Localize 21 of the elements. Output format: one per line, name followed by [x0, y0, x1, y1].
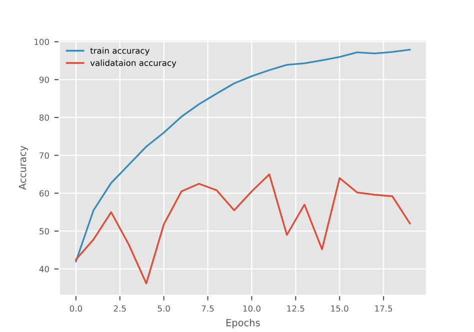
y-tick-label: 40: [39, 266, 49, 272]
line-series: [75, 48, 411, 262]
y-axis-title: Accuracy: [18, 146, 28, 190]
legend-label: validataion accuracy: [90, 60, 176, 68]
y-tick-label: 70: [40, 152, 49, 159]
x-tick-label: 5.0: [158, 305, 170, 312]
y-tick-label: 60: [40, 190, 49, 197]
line-series: [75, 173, 411, 284]
y-tick-label: 100: [34, 38, 49, 46]
y-tick-label: 50: [40, 228, 49, 234]
x-tick-label: 10.0: [243, 305, 260, 312]
x-axis-title: Epochs: [226, 318, 260, 328]
x-tick-label: 0.0: [70, 305, 82, 312]
legend-label: train accuracy: [90, 47, 150, 56]
x-tick-label: 17.5: [375, 305, 392, 312]
x-tick-label: 15.0: [331, 305, 348, 312]
x-tick-label: 7.5: [202, 305, 214, 312]
x-tick-label: 12.5: [287, 305, 304, 312]
y-tick-label: 90: [39, 76, 49, 83]
x-tick-label: 2.5: [114, 305, 126, 312]
y-tick-label: 80: [39, 114, 49, 121]
